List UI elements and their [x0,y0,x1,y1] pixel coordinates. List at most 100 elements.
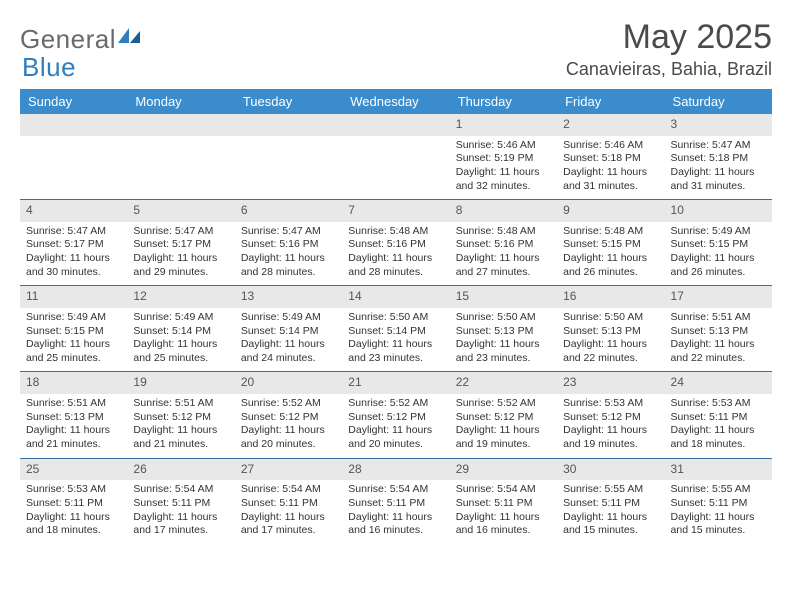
day-number-cell: 21 [342,372,449,394]
daylight-text-1: Daylight: 11 hours [241,424,336,438]
sunset-text: Sunset: 5:13 PM [456,325,551,339]
daylight-text-2: and 25 minutes. [133,352,228,366]
sunrise-text: Sunrise: 5:47 AM [241,225,336,239]
daylight-text-1: Daylight: 11 hours [26,511,121,525]
day-content-cell [342,136,449,200]
calendar-table: Sunday Monday Tuesday Wednesday Thursday… [20,89,772,544]
week-content-row: Sunrise: 5:46 AMSunset: 5:19 PM Daylight:… [20,136,772,200]
day-number-cell: 26 [127,458,234,480]
sunrise-text: Sunrise: 5:48 AM [348,225,443,239]
daylight-text-2: and 17 minutes. [241,524,336,538]
sunset-text: Sunset: 5:13 PM [563,325,658,339]
daylight-text-2: and 16 minutes. [456,524,551,538]
daylight-text-1: Daylight: 11 hours [133,252,228,266]
daylight-text-2: and 31 minutes. [563,180,658,194]
sunset-text: Sunset: 5:11 PM [671,411,766,425]
sunrise-text: Sunrise: 5:54 AM [348,483,443,497]
daylight-text-2: and 16 minutes. [348,524,443,538]
day-number-cell: 29 [450,458,557,480]
day-content-cell: Sunrise: 5:54 AMSunset: 5:11 PMDaylight:… [127,480,234,544]
day-content-cell: Sunrise: 5:53 AMSunset: 5:12 PMDaylight:… [557,394,664,458]
logo: General [20,24,140,55]
calendar-body: 123Sunrise: 5:46 AMSunset: 5:19 PMDaylig… [20,114,772,544]
sunrise-text: Sunrise: 5:51 AM [133,397,228,411]
sunset-text: Sunset: 5:15 PM [563,238,658,252]
daylight-text-1: Daylight: 11 hours [348,511,443,525]
sunset-text: Sunset: 5:15 PM [671,238,766,252]
sunrise-text: Sunrise: 5:53 AM [26,483,121,497]
day-content-cell: Sunrise: 5:55 AMSunset: 5:11 PMDaylight:… [557,480,664,544]
day-number-cell: 5 [127,200,234,222]
daylight-text-2: and 20 minutes. [241,438,336,452]
sunrise-text: Sunrise: 5:52 AM [456,397,551,411]
week-content-row: Sunrise: 5:49 AMSunset: 5:15 PMDaylight:… [20,308,772,372]
sunset-text: Sunset: 5:11 PM [456,497,551,511]
daylight-text-1: Daylight: 11 hours [563,338,658,352]
daylight-text-1: Daylight: 11 hours [563,424,658,438]
daylight-text-2: and 18 minutes. [26,524,121,538]
day-content-cell: Sunrise: 5:54 AMSunset: 5:11 PMDaylight:… [342,480,449,544]
sunset-text: Sunset: 5:16 PM [348,238,443,252]
day-content-cell: Sunrise: 5:50 AMSunset: 5:13 PMDaylight:… [450,308,557,372]
sunset-text: Sunset: 5:13 PM [26,411,121,425]
day-number-cell [342,114,449,136]
daylight-text-2: and 17 minutes. [133,524,228,538]
day-content-cell: Sunrise: 5:52 AMSunset: 5:12 PMDaylight:… [342,394,449,458]
sunrise-text: Sunrise: 5:52 AM [348,397,443,411]
day-content-cell: Sunrise: 5:47 AMSunset: 5:17 PMDaylight:… [127,222,234,286]
sunrise-text: Sunrise: 5:51 AM [26,397,121,411]
daylight-text-1: Daylight: 11 hours [348,338,443,352]
daylight-text-2: and 19 minutes. [563,438,658,452]
week-daynum-row: 11121314151617 [20,286,772,308]
daylight-text-1: Daylight: 11 hours [26,252,121,266]
daylight-text-1: Daylight: 11 hours [671,424,766,438]
sunset-text: Sunset: 5:19 PM [456,152,551,166]
daylight-text-2: and 20 minutes. [348,438,443,452]
daylight-text-1: Daylight: 11 hours [563,252,658,266]
day-content-cell: Sunrise: 5:49 AMSunset: 5:15 PMDaylight:… [665,222,772,286]
sunrise-text: Sunrise: 5:54 AM [456,483,551,497]
day-number-cell [235,114,342,136]
sunrise-text: Sunrise: 5:46 AM [456,139,551,153]
sunset-text: Sunset: 5:11 PM [671,497,766,511]
week-daynum-row: 45678910 [20,200,772,222]
sunrise-text: Sunrise: 5:47 AM [671,139,766,153]
day-content-cell: Sunrise: 5:48 AMSunset: 5:16 PMDaylight:… [342,222,449,286]
daylight-text-1: Daylight: 11 hours [26,338,121,352]
sunset-text: Sunset: 5:11 PM [26,497,121,511]
dayname-sun: Sunday [20,89,127,114]
sunset-text: Sunset: 5:12 PM [456,411,551,425]
day-content-cell: Sunrise: 5:50 AMSunset: 5:14 PMDaylight:… [342,308,449,372]
day-number-cell: 6 [235,200,342,222]
daylight-text-1: Daylight: 11 hours [456,338,551,352]
daylight-text-1: Daylight: 11 hours [563,511,658,525]
daylight-text-1: Daylight: 11 hours [671,166,766,180]
sunset-text: Sunset: 5:11 PM [133,497,228,511]
week-content-row: Sunrise: 5:53 AMSunset: 5:11 PMDaylight:… [20,480,772,544]
sunrise-text: Sunrise: 5:48 AM [563,225,658,239]
day-content-cell: Sunrise: 5:49 AMSunset: 5:14 PMDaylight:… [127,308,234,372]
sunrise-text: Sunrise: 5:50 AM [456,311,551,325]
month-title: May 2025 [566,18,772,57]
daylight-text-1: Daylight: 11 hours [671,338,766,352]
day-content-cell [235,136,342,200]
day-number-cell [127,114,234,136]
dayname-fri: Friday [557,89,664,114]
day-number-cell: 27 [235,458,342,480]
daylight-text-1: Daylight: 11 hours [348,424,443,438]
daylight-text-1: Daylight: 11 hours [241,511,336,525]
day-number-cell: 14 [342,286,449,308]
daylight-text-1: Daylight: 11 hours [671,252,766,266]
daylight-text-1: Daylight: 11 hours [456,252,551,266]
week-daynum-row: 25262728293031 [20,458,772,480]
day-number-cell: 17 [665,286,772,308]
daylight-text-1: Daylight: 11 hours [456,424,551,438]
day-content-cell: Sunrise: 5:51 AMSunset: 5:13 PMDaylight:… [665,308,772,372]
daylight-text-2: and 22 minutes. [671,352,766,366]
week-content-row: Sunrise: 5:51 AMSunset: 5:13 PMDaylight:… [20,394,772,458]
day-content-cell: Sunrise: 5:52 AMSunset: 5:12 PMDaylight:… [235,394,342,458]
dayname-sat: Saturday [665,89,772,114]
sunrise-text: Sunrise: 5:47 AM [133,225,228,239]
sunset-text: Sunset: 5:12 PM [133,411,228,425]
daylight-text-1: Daylight: 11 hours [456,511,551,525]
